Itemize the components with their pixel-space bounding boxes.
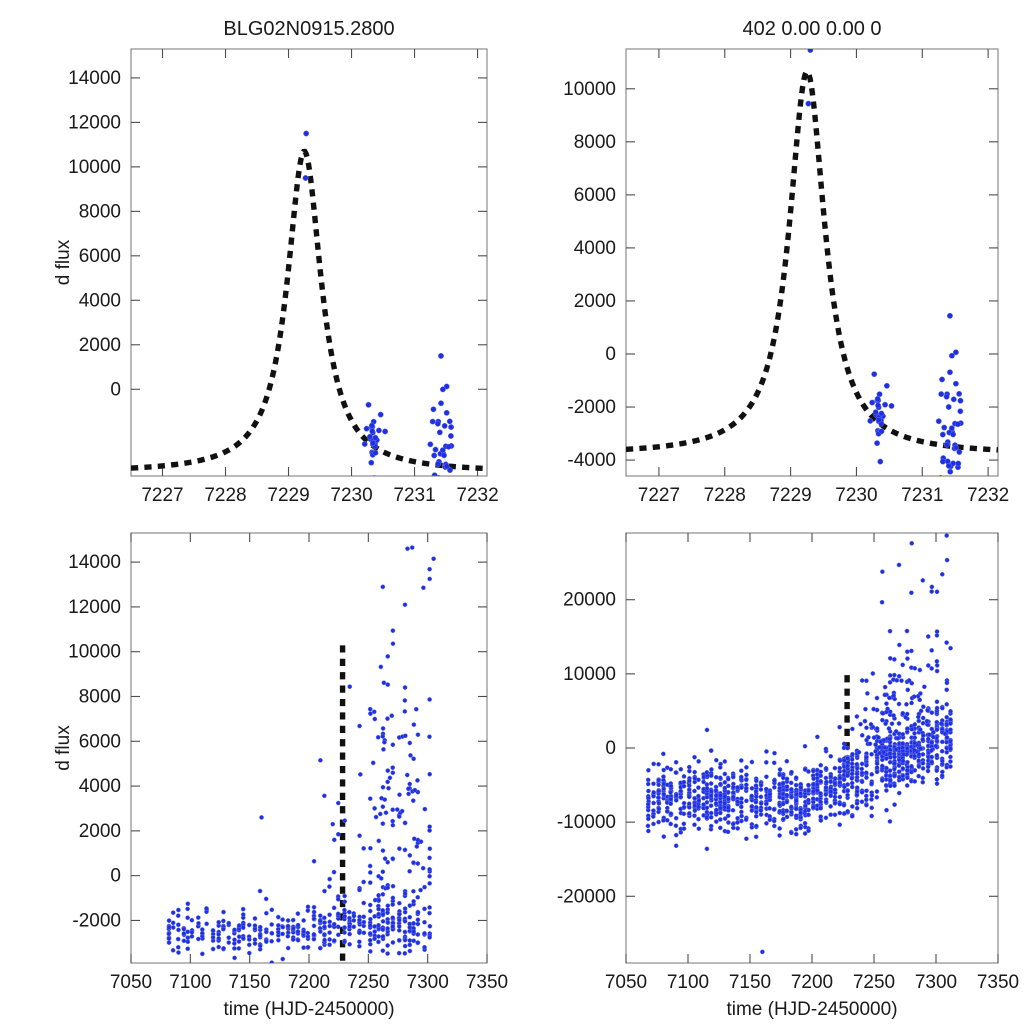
svg-text:7150: 7150 — [729, 972, 771, 993]
svg-text:-20000: -20000 — [557, 886, 616, 907]
svg-text:7350: 7350 — [977, 972, 1019, 993]
svg-text:14000: 14000 — [68, 68, 121, 89]
svg-text:6000: 6000 — [79, 246, 121, 267]
svg-text:2000: 2000 — [79, 821, 121, 842]
svg-text:7228: 7228 — [204, 485, 246, 506]
svg-text:7350: 7350 — [466, 972, 508, 993]
svg-text:4000: 4000 — [79, 776, 121, 797]
svg-text:4000: 4000 — [79, 290, 121, 311]
svg-text:0: 0 — [605, 344, 616, 365]
svg-text:7228: 7228 — [704, 485, 746, 506]
svg-text:14000: 14000 — [68, 552, 121, 573]
svg-text:10000: 10000 — [563, 79, 616, 100]
svg-text:-2000: -2000 — [72, 910, 121, 931]
svg-text:7232: 7232 — [456, 485, 498, 506]
svg-text:2000: 2000 — [79, 335, 121, 356]
svg-text:6000: 6000 — [79, 731, 121, 752]
svg-text:BLG02N0915.2800: BLG02N0915.2800 — [223, 18, 394, 40]
svg-text:7231: 7231 — [393, 485, 435, 506]
svg-text:12000: 12000 — [68, 597, 121, 618]
svg-text:10000: 10000 — [563, 664, 616, 685]
svg-text:8000: 8000 — [79, 201, 121, 222]
svg-text:7250: 7250 — [853, 972, 895, 993]
svg-text:7200: 7200 — [288, 972, 330, 993]
svg-text:d flux: d flux — [53, 239, 74, 285]
svg-text:-10000: -10000 — [557, 812, 616, 833]
svg-text:7230: 7230 — [330, 485, 372, 506]
svg-text:d flux: d flux — [53, 725, 74, 771]
svg-text:time (HJD-2450000): time (HJD-2450000) — [223, 999, 394, 1020]
svg-text:7232: 7232 — [967, 485, 1009, 506]
svg-text:20000: 20000 — [563, 590, 616, 611]
svg-text:7230: 7230 — [835, 485, 877, 506]
svg-text:4000: 4000 — [574, 238, 616, 259]
svg-text:6000: 6000 — [574, 185, 616, 206]
svg-text:-2000: -2000 — [567, 397, 616, 418]
svg-text:-4000: -4000 — [567, 450, 616, 471]
svg-text:7227: 7227 — [141, 485, 183, 506]
svg-text:7100: 7100 — [667, 972, 709, 993]
svg-text:2000: 2000 — [574, 291, 616, 312]
svg-text:0: 0 — [605, 738, 616, 759]
svg-text:7150: 7150 — [229, 972, 271, 993]
svg-text:10000: 10000 — [68, 157, 121, 178]
svg-text:7231: 7231 — [901, 485, 943, 506]
svg-text:7200: 7200 — [791, 972, 833, 993]
svg-text:402 0.00 0.00 0: 402 0.00 0.00 0 — [742, 18, 881, 40]
svg-text:12000: 12000 — [68, 112, 121, 133]
svg-text:7300: 7300 — [407, 972, 449, 993]
svg-text:7050: 7050 — [605, 972, 647, 993]
svg-text:7250: 7250 — [347, 972, 389, 993]
svg-text:0: 0 — [110, 379, 121, 400]
svg-text:8000: 8000 — [574, 132, 616, 153]
svg-text:7050: 7050 — [110, 972, 152, 993]
svg-text:7300: 7300 — [915, 972, 957, 993]
svg-text:7229: 7229 — [267, 485, 309, 506]
svg-text:7100: 7100 — [169, 972, 211, 993]
svg-text:0: 0 — [110, 866, 121, 887]
svg-text:8000: 8000 — [79, 686, 121, 707]
svg-text:time (HJD-2450000): time (HJD-2450000) — [726, 999, 897, 1020]
svg-text:10000: 10000 — [68, 642, 121, 663]
svg-text:7229: 7229 — [769, 485, 811, 506]
svg-text:7227: 7227 — [638, 485, 680, 506]
